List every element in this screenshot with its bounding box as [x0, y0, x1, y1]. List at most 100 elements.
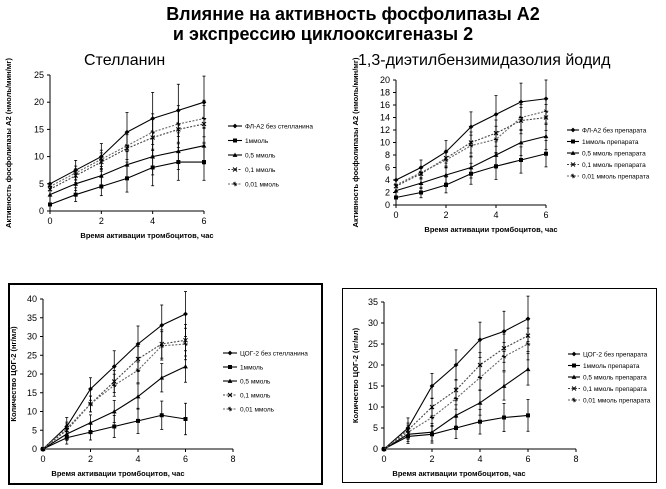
marker-star — [136, 368, 140, 373]
marker-triangle — [47, 192, 53, 197]
x-tick-label: 8 — [230, 454, 235, 464]
marker-square — [444, 183, 448, 187]
marker-square — [233, 138, 237, 143]
y-tick-label: 5 — [39, 179, 44, 189]
y-tick-label: 15 — [34, 124, 44, 134]
marker-triangle — [543, 133, 549, 139]
marker-diamond — [570, 127, 576, 133]
y-tick-label: 10 — [368, 402, 378, 412]
x-tick-label: 4 — [135, 454, 140, 464]
marker-star — [176, 122, 181, 126]
y-tick-label: 6 — [385, 163, 390, 173]
y-tick-label: 20 — [27, 369, 37, 379]
marker-x — [232, 167, 238, 172]
series-5 — [393, 97, 549, 188]
x-axis-label: Время активации тромбоцитов, час — [424, 225, 557, 234]
x-tick-label: 0 — [393, 210, 398, 220]
marker-square — [526, 413, 530, 418]
marker-star — [444, 158, 448, 162]
x-tick-label: 6 — [543, 210, 548, 220]
marker-star — [571, 174, 575, 178]
y-tick-label: 16 — [380, 100, 390, 110]
marker-diamond — [477, 337, 483, 343]
marker-triangle — [518, 140, 524, 145]
marker-triangle — [570, 150, 576, 155]
marker-star — [406, 430, 410, 435]
subtitle-diethylbenzimidazolium: 1,3-диэтилбензимидазолия йодид — [358, 52, 611, 69]
x-tick-label: 4 — [477, 454, 482, 464]
x-tick-label: 0 — [47, 216, 52, 226]
marker-diamond — [183, 311, 188, 317]
x-axis-label: Время активации тромбоцитов, час — [80, 231, 213, 240]
y-tick-label: 30 — [27, 332, 37, 342]
legend-label: 0,01 ммоль — [240, 407, 275, 414]
marker-triangle — [135, 394, 141, 399]
marker-triangle — [150, 154, 156, 159]
title-line-2: и экспрессию циклооксигеназы 2 — [172, 24, 474, 44]
marker-star — [228, 407, 232, 411]
marker-square — [159, 413, 164, 418]
x-tick-label: 4 — [493, 210, 498, 220]
marker-square — [136, 418, 140, 423]
marker-star — [99, 157, 104, 162]
marker-x — [570, 162, 576, 167]
marker-diamond — [518, 99, 524, 105]
legend-label: 0,1 ммоль — [245, 167, 276, 174]
marker-x — [227, 392, 233, 398]
y-tick-label: 20 — [380, 75, 390, 85]
marker-diamond — [393, 177, 399, 183]
x-tick-label: 0 — [381, 454, 386, 464]
y-tick-label: 0 — [32, 444, 37, 454]
marker-star — [502, 354, 506, 359]
marker-star — [125, 143, 129, 148]
subtitle-stellanin: Стелланин — [84, 52, 166, 69]
marker-star — [454, 396, 458, 401]
chart-panel-frame-4 — [342, 288, 657, 483]
marker-star — [73, 171, 78, 175]
marker-star — [494, 137, 498, 142]
y-tick-label: 8 — [385, 150, 390, 160]
marker-star — [430, 415, 434, 420]
marker-star — [478, 375, 482, 380]
y-tick-label: 10 — [380, 138, 390, 148]
marker-triangle — [159, 375, 165, 380]
legend-label: 0,1 ммоль препарата — [582, 162, 646, 169]
legend-label: ФЛ-А2 без препарата — [582, 127, 647, 135]
marker-diamond — [232, 123, 238, 129]
marker-triangle — [183, 364, 188, 369]
series-5 — [47, 99, 207, 189]
marker-star — [159, 343, 164, 348]
marker-star — [469, 143, 473, 148]
marker-triangle — [525, 366, 531, 372]
marker-star — [394, 183, 398, 187]
legend-label: 0,5 ммоль — [240, 379, 271, 386]
legend-label: 0,01 ммоль — [245, 182, 280, 189]
y-tick-label: 0 — [373, 444, 378, 454]
x-tick-label: 2 — [429, 454, 434, 464]
marker-diamond — [501, 329, 507, 334]
marker-diamond — [135, 341, 141, 347]
x-tick-label: 2 — [443, 210, 448, 220]
marker-square — [502, 415, 506, 420]
marker-square — [48, 202, 52, 207]
legend-label: ЦОГ-2 без стелланина — [240, 350, 308, 358]
marker-diamond — [468, 124, 474, 130]
marker-triangle — [493, 152, 499, 157]
y-tick-label: 30 — [368, 318, 378, 328]
y-tick-label: 35 — [368, 297, 378, 307]
legend-label: 0,1 ммоль препарата — [583, 386, 647, 393]
marker-square — [73, 192, 78, 197]
x-tick-label: 0 — [40, 454, 45, 464]
marker-triangle — [477, 400, 483, 405]
y-axis-label: Активность фосфолипазы А2 (нмоль/мин/мг) — [4, 58, 13, 228]
marker-square — [454, 426, 458, 430]
marker-diamond — [159, 322, 165, 328]
marker-triangle — [393, 188, 399, 193]
y-tick-label: 15 — [27, 388, 37, 398]
y-axis-label: Активность фосфолипазы А2 (нмоль/мин/мг) — [351, 57, 360, 227]
marker-triangle — [175, 148, 181, 154]
y-tick-label: 25 — [27, 350, 37, 360]
